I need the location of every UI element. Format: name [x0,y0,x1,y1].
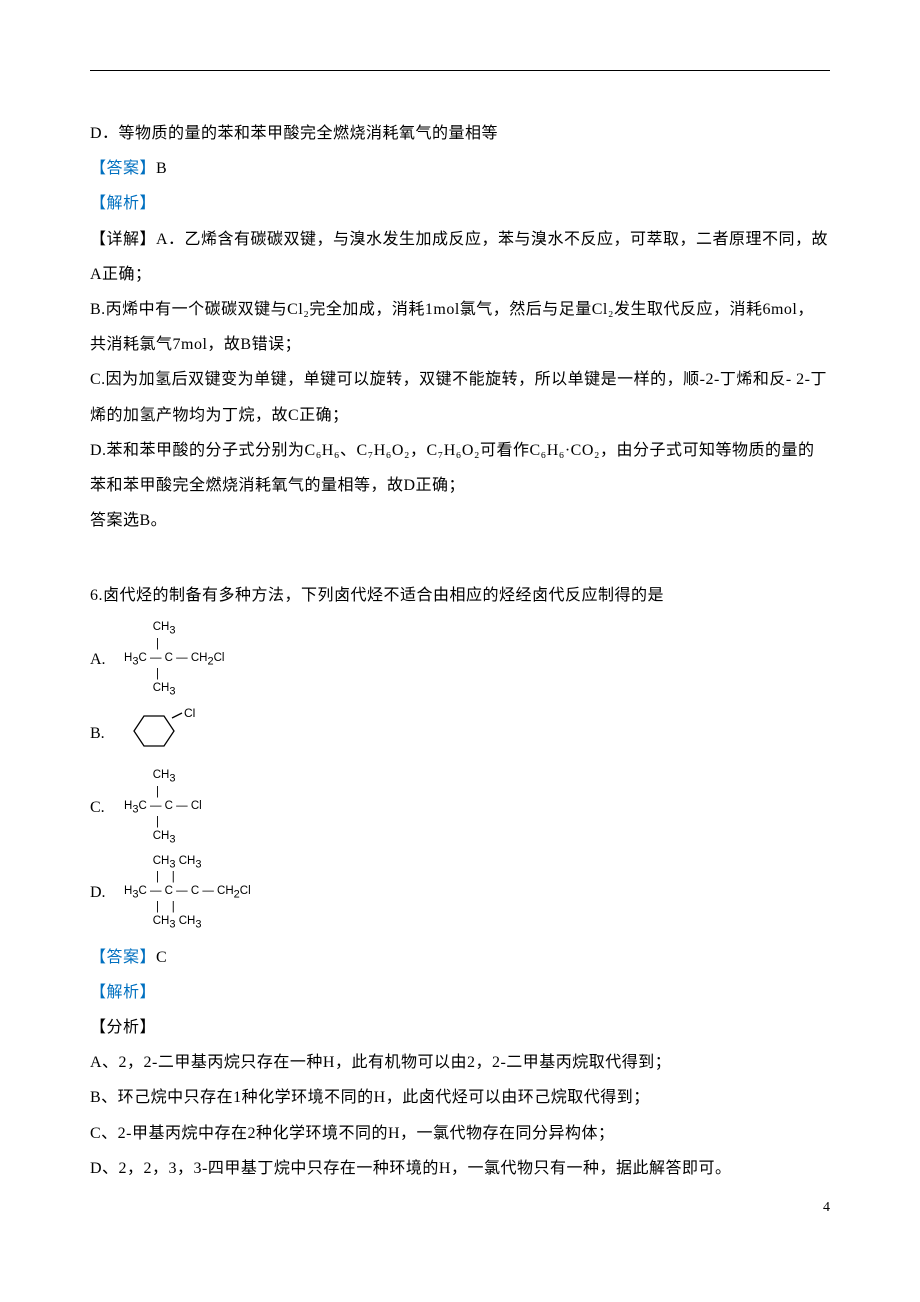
explain-label-2: 【解析】 [90,984,156,1001]
answer-value-2: C [156,949,167,966]
option-a-row: A. CH3 | H3C — C — CH2Cl | CH3 [90,621,830,698]
analysis-b: B、环己烷中只存在1种化学环境不同的H，此卤代烃可以由环己烷取代得到； [90,1080,830,1115]
option-d-row: D. CH3 CH3 | | H3C — C — C — CH2Cl | | C… [90,855,830,932]
detail-c: C.因为加氢后双键变为单键，单键可以旋转，双键不能旋转，所以单键是一样的，顺-2… [90,362,830,432]
question-6: 6.卤代烃的制备有多种方法，下列卤代烃不适合由相应的烃经卤代反应制得的是 [90,578,830,613]
answer-value-1: B [156,160,167,177]
detail-d: D.苯和苯甲酸的分子式分别为C₆H₆、C₇H₆O₂，C₇H₆O₂可看作C₆H₆·… [90,433,830,503]
explain-header-1: 【解析】 [90,186,830,221]
option-b-row: B. Cl [90,706,830,761]
detail-a: 【详解】A．乙烯含有碳碳双键，与溴水发生加成反应，苯与溴水不反应，可萃取，二者原… [90,222,830,292]
structure-d: CH3 CH3 | | H3C — C — C — CH2Cl | | CH3 … [124,855,251,932]
answer-label-1: 【答案】 [90,160,156,177]
option-b-letter: B. [90,725,124,743]
analysis-a: A、2，2-二甲基丙烷只存在一种H，此有机物可以由2，2-二甲基丙烷取代得到； [90,1045,830,1080]
detail-end: 答案选B。 [90,503,830,538]
analysis-label-line: 【分析】 [90,1010,830,1045]
structure-b: Cl [124,706,204,761]
detail-b: B.丙烯中有一个碳碳双键与Cl₂完全加成，消耗1mol氯气，然后与足量Cl₂发生… [90,292,830,362]
structure-a: CH3 | H3C — C — CH2Cl | CH3 [124,621,224,698]
answer-label-2: 【答案】 [90,949,156,966]
analysis-c: C、2-甲基丙烷中存在2种化学环境不同的H，一氯代物存在同分异构体； [90,1116,830,1151]
explain-label-1: 【解析】 [90,195,156,212]
option-d-letter: D. [90,884,124,902]
structure-c: CH3 | H3C — C — Cl | CH3 [124,769,202,846]
top-rule [90,70,830,71]
option-c-letter: C. [90,799,124,817]
option-a-letter: A. [90,651,124,669]
explain-header-2: 【解析】 [90,975,830,1010]
analysis-d: D、2，2，3，3-四甲基丁烷中只存在一种环境的H，一氯代物只有一种，据此解答即… [90,1151,830,1186]
svg-text:Cl: Cl [184,706,195,720]
answer-line-2: 【答案】C [90,940,830,975]
option-c-row: C. CH3 | H3C — C — Cl | CH3 [90,769,830,846]
answer-line-1: 【答案】B [90,151,830,186]
page-number: 4 [823,1200,830,1216]
option-d-prev-question: D．等物质的量的苯和苯甲酸完全燃烧消耗氧气的量相等 [90,116,830,151]
